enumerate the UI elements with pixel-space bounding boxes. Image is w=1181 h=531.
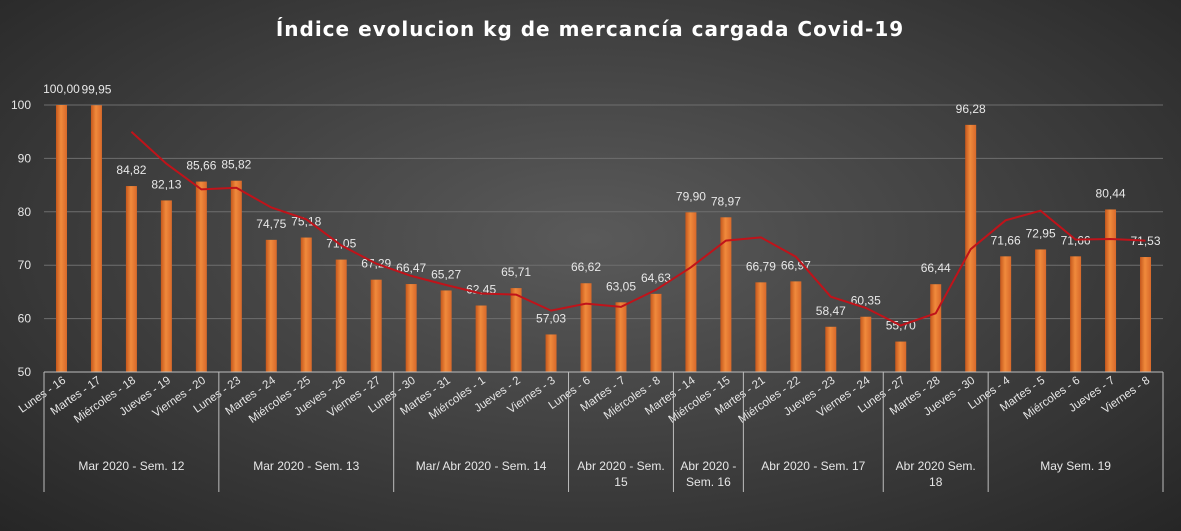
data-label: 65,27 [431,267,461,281]
bar [615,302,627,372]
group-label: Sem. 16 [686,475,731,489]
bar [125,186,137,372]
bar [510,288,522,372]
y-axis: 50 60 70 80 90 100 [11,98,31,379]
data-label: 79,90 [676,189,706,203]
data-label: 85,82 [221,158,251,172]
bar [720,217,732,372]
data-label: 84,82 [116,163,146,177]
data-label: 66,44 [921,261,951,275]
bar [895,341,907,372]
data-label: 66,97 [781,258,811,272]
data-label: 66,79 [746,259,776,273]
data-label: 66,47 [396,261,426,275]
group-label: Abr 2020 - Sem. 17 [761,459,865,473]
data-label: 58,47 [816,304,846,318]
y-tick-label: 70 [18,258,32,272]
bar [90,105,102,372]
bar [1105,209,1117,372]
bars [55,105,1152,372]
group-label: 18 [929,475,943,489]
bar [335,259,347,372]
chart-title: Índice evolucion kg de mercancía cargada… [276,17,904,41]
bar [1000,256,1012,372]
group-label: Mar/ Abr 2020 - Sem. 14 [416,459,547,473]
bar [790,281,802,372]
bar [1140,257,1152,372]
bar [860,316,872,372]
data-label: 99,95 [81,82,111,96]
data-label: 71,66 [991,233,1021,247]
y-tick-label: 60 [18,312,32,326]
bar [370,279,382,372]
group-label: Mar 2020 - Sem. 12 [78,459,184,473]
data-label: 96,28 [956,102,986,116]
bar [230,180,242,372]
bar [160,200,172,372]
data-label: 78,97 [711,194,741,208]
group-label: Abr 2020 - [680,459,736,473]
bar [475,305,487,372]
data-label: 66,62 [571,260,601,274]
group-label: May Sem. 19 [1040,459,1111,473]
y-tick-label: 80 [18,205,32,219]
data-label: 85,66 [186,159,216,173]
bar [1070,256,1082,372]
y-tick-label: 50 [18,365,32,379]
data-label: 80,44 [1096,186,1126,200]
bar [195,181,207,372]
group-label: 15 [614,475,628,489]
bar [265,239,277,372]
data-label: 100,00 [43,82,80,96]
bar [580,283,592,372]
data-label: 72,95 [1026,226,1056,240]
bar [55,105,67,372]
trend-line [130,130,1146,327]
bar [1035,249,1047,372]
group-label: Abr 2020 Sem. [896,459,976,473]
bar [300,237,312,372]
data-label: 64,63 [641,271,671,285]
bar [685,212,697,372]
data-label: 82,13 [151,177,181,191]
data-label: 71,53 [1131,234,1161,248]
bar [650,293,662,372]
group-label: Abr 2020 - Sem. [577,459,664,473]
data-label: 60,35 [851,294,881,308]
data-label: 65,71 [501,265,531,279]
data-label: 57,03 [536,311,566,325]
bar [405,284,417,372]
data-label: 63,05 [606,279,636,293]
data-label: 74,75 [256,217,286,231]
y-tick-label: 90 [18,151,32,165]
y-tick-label: 100 [11,98,31,112]
bar [825,326,837,372]
bar [755,282,767,372]
bar [930,284,942,372]
group-label: Mar 2020 - Sem. 13 [253,459,359,473]
bar [440,290,452,372]
bar [545,334,557,372]
